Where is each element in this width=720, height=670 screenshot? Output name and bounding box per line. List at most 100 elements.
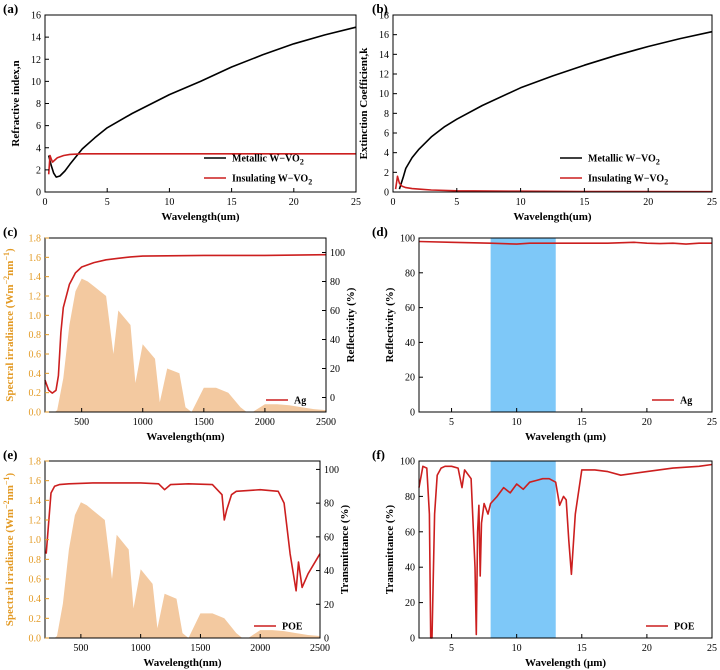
y2-tick-label: 60: [324, 532, 334, 543]
y-tick-label: 1.0: [29, 535, 42, 546]
y-axis-label: Extinction Coefficient,k: [358, 47, 370, 160]
y2-tick-label: 100: [324, 465, 339, 476]
x-tick-label: 0: [391, 197, 396, 208]
x-axis-label: Wavelength(nm): [146, 431, 225, 443]
series-line-0: [398, 30, 713, 190]
y-tick-label: 10: [379, 89, 389, 100]
y2-tick-label: 0: [330, 393, 335, 404]
y-axis-label: Refractive index,n: [10, 60, 22, 146]
y-tick-label: 4: [384, 148, 389, 159]
x-tick-label: 20: [643, 197, 653, 208]
y-axis-label: Transmittance (%): [384, 505, 396, 595]
y-tick-label: 20: [405, 373, 415, 384]
y-tick-label: 80: [405, 268, 415, 279]
y-tick-label: 100: [400, 234, 415, 245]
x-tick-label: 10: [164, 197, 174, 208]
y-tick-label: 0.0: [29, 408, 42, 419]
x-tick-label: 15: [577, 417, 587, 428]
panel-label: (f): [372, 447, 385, 462]
y-tick-label: 0.2: [29, 388, 42, 399]
series-line-1: [394, 175, 713, 193]
x-tick-label: 5: [454, 197, 459, 208]
y2-axis-label: Transmittance (%): [339, 505, 351, 595]
y2-tick-label: 60: [330, 306, 340, 317]
x-tick-label: 2500: [310, 643, 330, 654]
y-tick-label: 0.8: [29, 330, 42, 341]
y-tick-label: 0.6: [29, 575, 42, 586]
x-tick-label: 25: [707, 417, 717, 428]
y-tick-label: 1.2: [29, 292, 42, 303]
y-tick-label: 14: [31, 33, 41, 44]
y2-tick-label: 20: [330, 364, 340, 375]
x-tick-label: 1500: [190, 643, 210, 654]
x-tick-label: 2000: [250, 643, 270, 654]
series-line-0: [418, 463, 713, 639]
y2-tick-label: 20: [324, 600, 334, 611]
x-tick-label: 500: [73, 643, 88, 654]
x-tick-label: 25: [707, 197, 717, 208]
legend-label: Insulating W−VO2​: [232, 174, 312, 187]
panel-c: 500 1000 1500 2000 25000.00.20.40.60.81.01.2…: [2, 224, 357, 443]
panel-label: (a): [3, 1, 18, 16]
panel-label: (d): [372, 224, 388, 239]
x-tick-label: 0: [43, 197, 48, 208]
y-tick-label: 0.4: [29, 369, 42, 380]
y-tick-label: 0: [384, 188, 389, 199]
panel-a: 0 5 10 15 20 25 0 2 4 6 8 10 12 14 16 Wavelength(um) Ref…: [3, 1, 361, 223]
legend-label: Metallic W−VO2​: [232, 154, 304, 167]
x-tick-label: 10: [516, 197, 526, 208]
panel-label: (e): [3, 447, 17, 462]
y2-tick-label: 100: [330, 248, 345, 259]
y-tick-label: 1.8: [29, 234, 42, 245]
y2-tick-label: 80: [324, 499, 334, 510]
y-tick-label: 0.2: [29, 614, 42, 625]
y-tick-label: 0.8: [29, 555, 42, 566]
y-tick-label: 4: [36, 143, 41, 154]
legend-label: POE: [282, 622, 303, 633]
series-line-0: [44, 253, 327, 394]
y-tick-label: 60: [405, 527, 415, 538]
x-tick-label: 5: [449, 417, 454, 428]
x-tick-label: 15: [579, 197, 589, 208]
plot-frame: [44, 14, 357, 193]
y-tick-label: 12: [31, 55, 41, 66]
legend-label: Ag: [294, 396, 306, 407]
x-tick-label: 20: [642, 643, 652, 654]
x-axis-label: Wavelength(um): [161, 211, 240, 223]
y-tick-label: 0.4: [29, 594, 42, 605]
x-axis-label: Wavelength(nm): [143, 657, 222, 669]
x-tick-label: 25: [707, 643, 717, 654]
y-tick-label: 6: [36, 121, 41, 132]
y-tick-label: 0: [36, 188, 41, 199]
y-tick-label: 14: [379, 50, 389, 61]
x-tick-label: 20: [642, 417, 652, 428]
y-tick-label: 0.0: [29, 634, 42, 645]
series-line-0: [47, 26, 357, 178]
y-tick-label: 2: [384, 168, 389, 179]
y-tick-label: 40: [405, 338, 415, 349]
legend-label: POE: [674, 622, 695, 633]
legend-label: Metallic W−VO2​: [588, 154, 660, 167]
y-axis-label: Reflectivity (%): [384, 287, 396, 362]
y-tick-label: 16: [31, 11, 41, 22]
y-axis-label: Spectral irradiance (Wm−2​nm−1​): [2, 472, 16, 626]
y2-tick-label: 0: [324, 634, 329, 645]
series-line-1: [47, 153, 356, 175]
solar-spectrum-area: [54, 502, 320, 638]
panel-label: (b): [372, 1, 388, 16]
series-line-0: [45, 482, 321, 592]
plot-frame: [44, 460, 321, 639]
x-tick-label: 5: [105, 197, 110, 208]
panel-f: 5 10 15 20 25 0 20 40 60 80 100 Wavelength (μm) Tran…: [372, 447, 717, 669]
y-tick-label: 1.4: [29, 272, 42, 283]
x-axis-label: Wavelength(um): [513, 211, 592, 223]
x-tick-label: 10: [512, 417, 522, 428]
y2-tick-label: 80: [330, 277, 340, 288]
y-tick-label: 1.6: [29, 253, 42, 264]
y-tick-label: 1.8: [29, 457, 42, 468]
legend-label: Insulating W−VO2​: [588, 174, 668, 187]
y-tick-label: 8: [36, 99, 41, 110]
x-axis-label: Wavelength (μm): [525, 431, 606, 443]
panel-b: 0 5 10 15 20 25 0 2 4 6 8 10 12 14 16 18 Wavelength(um) E…: [358, 1, 717, 223]
